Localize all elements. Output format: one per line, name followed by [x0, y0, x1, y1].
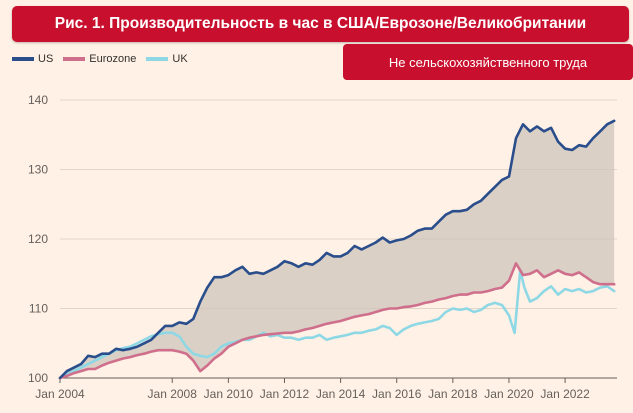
x-tick-label-2016: Jan 2016: [372, 387, 422, 401]
x-tick-label-2010: Jan 2010: [204, 387, 254, 401]
x-tick-label-2012: Jan 2012: [260, 387, 310, 401]
legend-label-eurozone: Eurozone: [89, 53, 137, 65]
y-tick-label-100: 100: [28, 371, 48, 385]
x-tick-label-2022: Jan 2022: [540, 387, 590, 401]
legend-label-us: US: [38, 53, 54, 65]
legend-swatch-us: [12, 57, 34, 61]
legend: US Eurozone UK: [12, 53, 198, 65]
legend-item-eurozone: Eurozone: [63, 53, 136, 65]
title-banner: Рис. 1. Производительность в час в США/Е…: [12, 6, 629, 42]
y-tick-label-110: 110: [29, 302, 48, 316]
x-tick-label-2008: Jan 2008: [148, 387, 198, 401]
chart-subtitle: Не сельскохозяйственного труда: [388, 54, 588, 70]
legend-label-uk: UK: [172, 53, 188, 65]
y-tick-label-130: 130: [28, 163, 48, 177]
chart-title: Рис. 1. Производительность в час в США/Е…: [54, 15, 587, 32]
y-axis-ticks: 100 110 120 130 140: [28, 93, 48, 385]
x-axis-ticks: Jan 2004 Jan 2008 Jan 2010 Jan 2012 Jan 2014…: [35, 378, 590, 401]
gap-fill-area: [60, 120, 615, 379]
x-tick-label-2004: Jan 2004: [35, 387, 85, 401]
legend-item-uk: UK: [146, 53, 188, 65]
legend-swatch-uk: [146, 57, 169, 61]
series-lines: [58, 119, 616, 380]
shaded-gap-area: [60, 120, 615, 379]
x-tick-label-2018: Jan 2018: [428, 387, 478, 401]
series-line-eurozone: [58, 261, 616, 380]
x-tick-label-2014: Jan 2014: [316, 387, 366, 401]
legend-item-us: US: [12, 53, 53, 65]
x-tick-label-2020: Jan 2020: [484, 387, 534, 401]
y-tick-label-140: 140: [28, 93, 48, 107]
legend-swatch-eurozone: [63, 57, 86, 61]
y-tick-label-120: 120: [28, 232, 48, 246]
subtitle-banner: Не сельскохозяйственного труда: [343, 44, 633, 80]
series-line-us: [58, 119, 616, 380]
